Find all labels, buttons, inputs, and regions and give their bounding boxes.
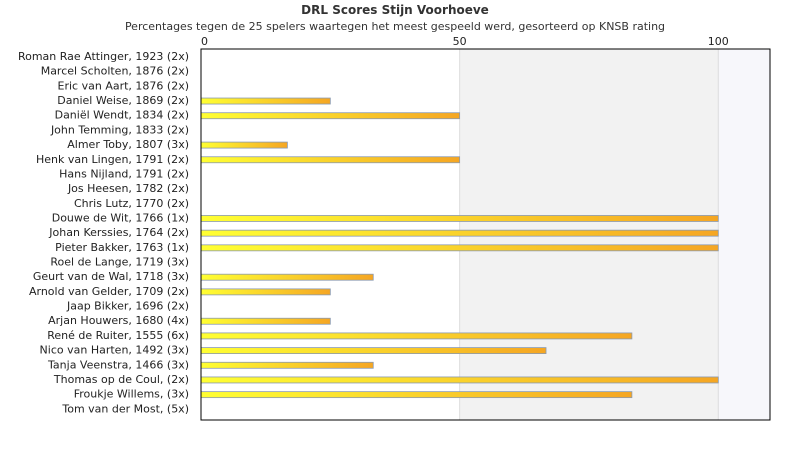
category-label: John Temming, 1833 (2x) [50, 123, 189, 136]
bar [200, 288, 331, 296]
category-labels: Roman Rae Attinger, 1923 (2x) Marcel Scho… [18, 50, 189, 415]
category-label: Douwe de Wit, 1766 (1x) [52, 211, 189, 224]
bar [200, 347, 547, 355]
category-label: Daniël Wendt, 1834 (2x) [55, 109, 189, 122]
bar [200, 376, 719, 384]
category-label: Marcel Scholten, 1876 (2x) [41, 65, 189, 78]
bar [200, 391, 633, 399]
category-label: Arnold van Gelder, 1709 (2x) [29, 285, 189, 298]
category-label: Roman Rae Attinger, 1923 (2x) [18, 50, 189, 63]
category-label: Thomas op de Coul, (2x) [53, 373, 189, 386]
category-label: Daniel Weise, 1869 (2x) [57, 94, 189, 107]
category-label: Froukje Willems, (3x) [74, 388, 189, 401]
bar [200, 244, 719, 252]
chart-title: DRL Scores Stijn Voorhoeve [301, 3, 489, 17]
chart-subtitle: Percentages tegen de 25 spelers waartege… [124, 20, 666, 33]
x-tick-label-0: 0 [201, 35, 208, 48]
bar [200, 97, 331, 105]
band-100-plus [718, 49, 770, 420]
bar [200, 229, 719, 237]
category-label: Almer Toby, 1807 (3x) [67, 138, 189, 151]
category-label: Geurt van de Wal, 1718 (3x) [33, 270, 189, 283]
category-label: Roel de Lange, 1719 (3x) [50, 256, 189, 269]
category-label: Jaap Bikker, 1696 (2x) [66, 300, 189, 313]
bar [200, 317, 331, 325]
bar [200, 215, 719, 222]
x-tick-labels: 0 50 100 [201, 35, 729, 48]
category-label: Hans Nijland, 1791 (2x) [59, 167, 189, 180]
plot-frame [200, 48, 771, 421]
bar [200, 141, 288, 149]
category-label: Jos Heesen, 1782 (2x) [67, 182, 189, 195]
category-label: Arjan Houwers, 1680 (4x) [48, 314, 189, 327]
category-label: Pieter Bakker, 1763 (1x) [55, 241, 189, 254]
category-label: Tanja Veenstra, 1466 (3x) [47, 358, 189, 371]
x-tick-label-100: 100 [708, 35, 729, 48]
category-label: Chris Lutz, 1770 (2x) [74, 197, 189, 210]
category-label: Tom van der Most, (5x) [61, 402, 189, 415]
category-label: Nico van Harten, 1492 (3x) [40, 344, 189, 357]
category-label: Eric van Aart, 1876 (2x) [58, 79, 189, 92]
bar [200, 332, 633, 340]
bars [200, 97, 719, 399]
x-tick-label-50: 50 [453, 35, 467, 48]
bar [200, 112, 461, 120]
bar [200, 361, 374, 369]
category-label: Johan Kerssies, 1764 (2x) [48, 226, 189, 239]
bar [200, 273, 374, 281]
category-label: Henk van Lingen, 1791 (2x) [36, 153, 189, 166]
category-label: René de Ruiter, 1555 (6x) [47, 329, 189, 342]
bar [200, 156, 461, 164]
